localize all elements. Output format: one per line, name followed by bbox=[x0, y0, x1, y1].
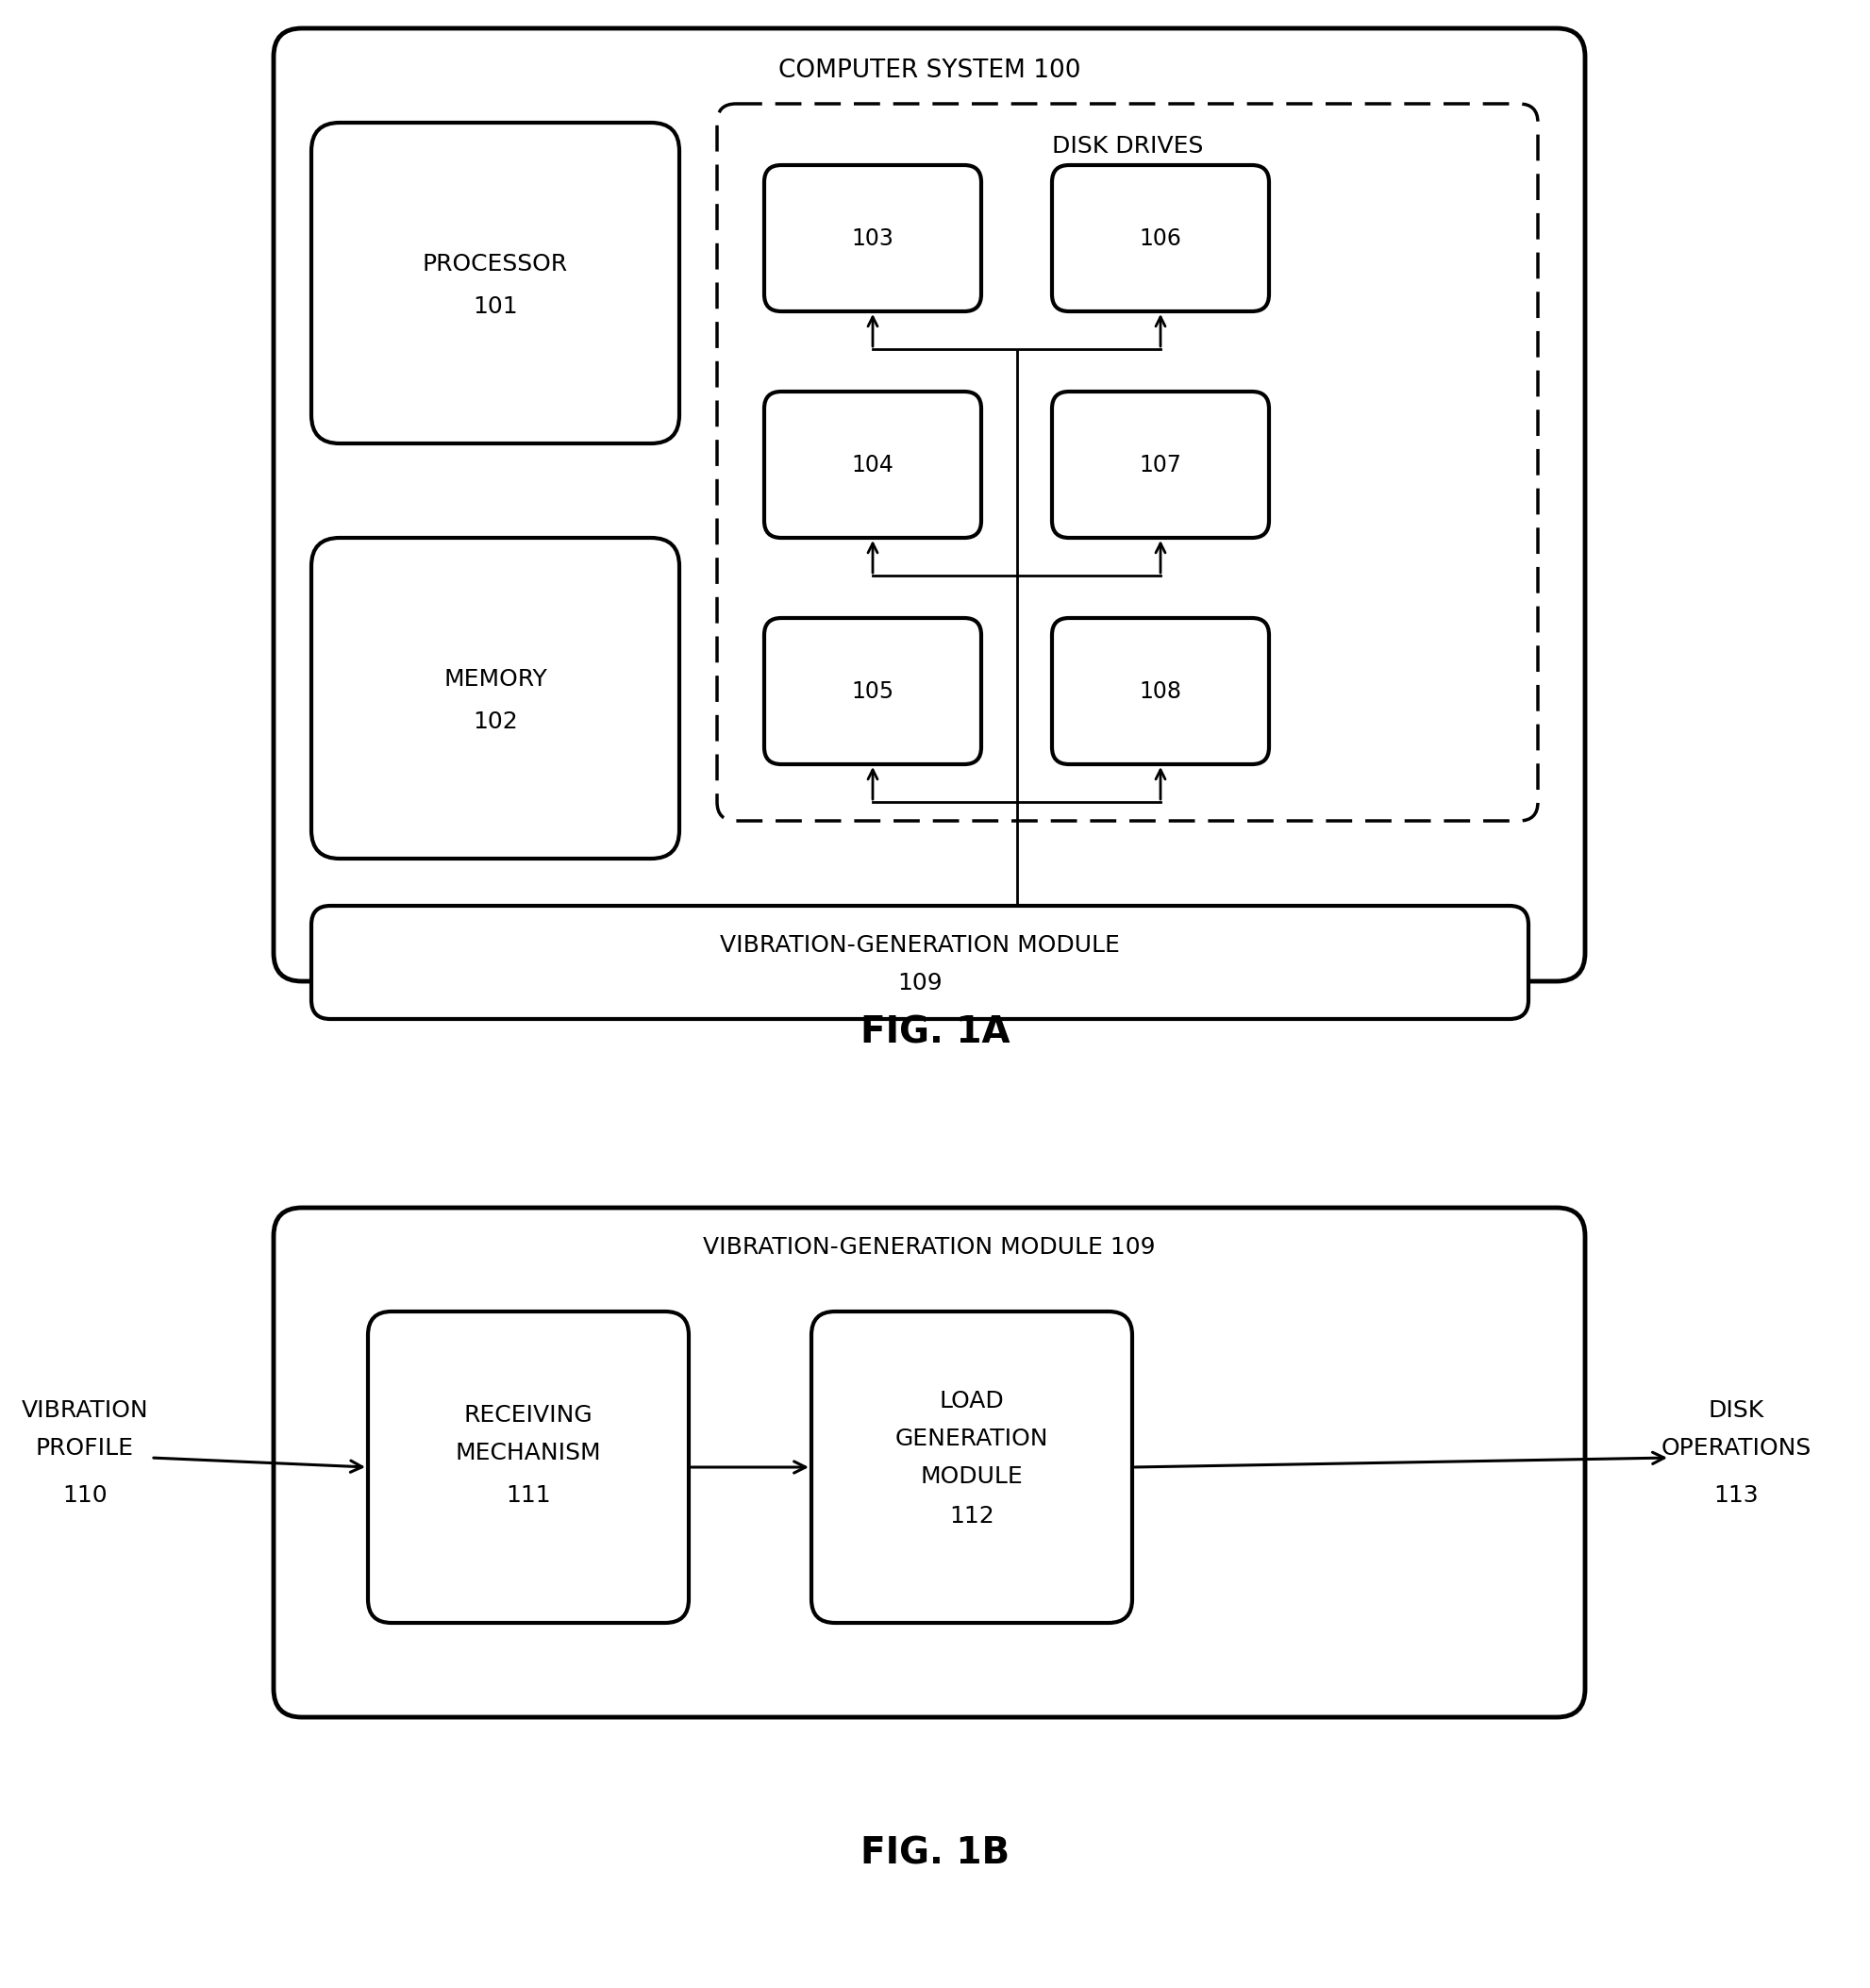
Text: 111: 111 bbox=[507, 1485, 552, 1507]
FancyBboxPatch shape bbox=[716, 103, 1537, 821]
Text: 109: 109 bbox=[898, 972, 942, 994]
FancyBboxPatch shape bbox=[1053, 165, 1270, 312]
Text: VIBRATION: VIBRATION bbox=[21, 1400, 148, 1421]
Text: MODULE: MODULE bbox=[920, 1465, 1023, 1487]
FancyBboxPatch shape bbox=[1053, 392, 1270, 539]
Text: DISK DRIVES: DISK DRIVES bbox=[1051, 135, 1202, 157]
Text: 107: 107 bbox=[1139, 453, 1182, 475]
Text: 110: 110 bbox=[62, 1485, 107, 1507]
Text: VIBRATION-GENERATION MODULE 109: VIBRATION-GENERATION MODULE 109 bbox=[703, 1237, 1156, 1258]
Text: COMPUTER SYSTEM 100: COMPUTER SYSTEM 100 bbox=[778, 58, 1081, 83]
FancyBboxPatch shape bbox=[1053, 618, 1270, 763]
FancyBboxPatch shape bbox=[310, 123, 679, 443]
Text: OPERATIONS: OPERATIONS bbox=[1661, 1437, 1812, 1459]
FancyBboxPatch shape bbox=[310, 539, 679, 859]
Text: 102: 102 bbox=[473, 710, 518, 734]
Text: 104: 104 bbox=[851, 453, 894, 475]
Text: 103: 103 bbox=[851, 227, 894, 250]
Text: 108: 108 bbox=[1139, 680, 1182, 702]
Text: MEMORY: MEMORY bbox=[443, 668, 548, 690]
FancyBboxPatch shape bbox=[273, 1207, 1586, 1718]
Text: 113: 113 bbox=[1713, 1485, 1758, 1507]
Text: GENERATION: GENERATION bbox=[896, 1427, 1049, 1449]
Text: PROFILE: PROFILE bbox=[36, 1437, 135, 1459]
Text: 105: 105 bbox=[851, 680, 894, 702]
Text: LOAD: LOAD bbox=[939, 1390, 1004, 1411]
Text: 101: 101 bbox=[473, 296, 518, 318]
Text: VIBRATION-GENERATION MODULE: VIBRATION-GENERATION MODULE bbox=[720, 934, 1120, 956]
Text: FIG. 1B: FIG. 1B bbox=[860, 1837, 1010, 1873]
FancyBboxPatch shape bbox=[765, 392, 982, 539]
Text: FIG. 1A: FIG. 1A bbox=[860, 1016, 1010, 1052]
FancyBboxPatch shape bbox=[812, 1312, 1131, 1622]
Text: 112: 112 bbox=[950, 1505, 995, 1527]
Text: PROCESSOR: PROCESSOR bbox=[423, 252, 568, 276]
FancyBboxPatch shape bbox=[310, 907, 1528, 1020]
FancyBboxPatch shape bbox=[273, 28, 1586, 982]
Text: 106: 106 bbox=[1139, 227, 1182, 250]
Text: RECEIVING: RECEIVING bbox=[464, 1404, 593, 1427]
Text: DISK: DISK bbox=[1707, 1400, 1763, 1421]
FancyBboxPatch shape bbox=[765, 165, 982, 312]
FancyBboxPatch shape bbox=[765, 618, 982, 763]
FancyBboxPatch shape bbox=[368, 1312, 688, 1622]
Text: MECHANISM: MECHANISM bbox=[456, 1441, 602, 1465]
